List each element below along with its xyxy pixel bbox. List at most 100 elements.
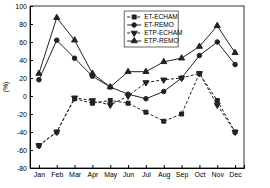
x-tick-label: Jul — [142, 171, 151, 178]
data-point — [72, 56, 77, 61]
data-point — [54, 14, 60, 19]
y-tick: -60 — [17, 147, 33, 154]
y-tick-label: 80 — [19, 21, 27, 28]
data-point — [89, 99, 95, 104]
legend-label: ETP-ECHAM — [144, 29, 182, 36]
legend-label: ETP-REMO — [144, 37, 178, 44]
y-tick-mark — [30, 6, 33, 7]
y-axis-title: (%) — [2, 82, 10, 93]
x-tick: Feb — [51, 165, 63, 178]
data-point — [215, 40, 220, 45]
x-tick-mark — [146, 165, 147, 168]
y-tick-mark — [30, 24, 33, 25]
x-tick: Jul — [142, 165, 151, 178]
legend-marker — [131, 37, 137, 42]
x-tick: Jun — [123, 165, 134, 178]
y-tick: -20 — [17, 111, 33, 118]
x-tick-label: Apr — [87, 171, 99, 179]
data-point — [179, 55, 185, 60]
data-point — [161, 78, 167, 83]
y-tick-mark — [30, 114, 33, 115]
data-point — [161, 58, 167, 63]
legend-label: ET-ECHAM — [144, 13, 178, 20]
y-tick-label: -20 — [17, 111, 27, 118]
x-tick: Jan — [34, 165, 45, 178]
data-point — [197, 53, 202, 58]
data-point — [196, 72, 202, 77]
data-point — [232, 49, 238, 54]
data-point — [36, 144, 42, 149]
y-tick-label: 40 — [19, 57, 27, 64]
data-point — [180, 112, 184, 116]
x-tick-label: Jan — [34, 171, 45, 178]
data-point — [144, 96, 149, 101]
data-point — [108, 99, 112, 103]
y-tick-mark — [30, 150, 33, 151]
plot-frame — [30, 6, 244, 168]
x-tick-label: Aug — [158, 171, 171, 179]
y-tick-label: 60 — [19, 39, 27, 46]
data-point — [232, 130, 238, 135]
x-tick-mark — [128, 165, 129, 168]
x-tick-mark — [39, 165, 40, 168]
y-tick: 60 — [19, 39, 33, 46]
x-tick: Apr — [87, 165, 99, 179]
y-tick: -40 — [17, 129, 33, 136]
x-tick-mark — [217, 165, 218, 168]
x-tick-label: Mar — [69, 171, 82, 178]
y-tick-label: -60 — [17, 147, 27, 154]
y-tick-label: -40 — [17, 129, 27, 136]
data-point — [54, 130, 60, 135]
data-point — [125, 94, 131, 99]
data-point — [143, 68, 149, 73]
legend-marker — [132, 23, 137, 28]
series-line — [39, 40, 235, 98]
data-point — [89, 70, 95, 75]
y-axis-line — [31, 7, 34, 169]
x-tick: Sep — [176, 165, 189, 179]
data-point — [144, 110, 148, 114]
y-tick: 0 — [23, 93, 33, 100]
x-tick: Aug — [158, 165, 171, 179]
legend-label: ET-REMO — [144, 21, 174, 28]
data-point — [233, 62, 238, 67]
x-tick-mark — [164, 165, 165, 168]
x-axis-line — [31, 165, 245, 169]
chart: -80-60-40-20020406080100JanFebMarAprMayJ… — [0, 0, 270, 188]
data-point — [126, 101, 130, 105]
data-point — [214, 103, 220, 108]
x-tick: Oct — [194, 165, 205, 178]
data-point — [143, 81, 149, 86]
x-tick-mark — [92, 165, 93, 168]
data-point — [125, 68, 131, 73]
x-tick-label: May — [104, 171, 118, 179]
y-tick: 20 — [19, 75, 33, 82]
x-tick: Dec — [229, 165, 242, 178]
data-point — [196, 43, 202, 48]
y-tick: 80 — [19, 21, 33, 28]
y-tick: 40 — [19, 57, 33, 64]
x-tick: May — [104, 165, 118, 179]
data-point — [107, 103, 113, 108]
x-tick-label: Oct — [194, 171, 205, 178]
y-tick-mark — [30, 42, 33, 43]
y-tick-label: 100 — [15, 3, 27, 10]
x-tick-label: Sep — [176, 171, 189, 179]
series-line — [39, 74, 235, 146]
x-axis: Jan Feb Mar Apr May Jun Jul Aug Sep Oct Nov Dec — [31, 165, 245, 179]
x-tick-label: Dec — [229, 171, 242, 178]
y-axis: -80 -60 -40 -20 0 20 40 60 80 100 — [15, 3, 33, 172]
x-tick-mark — [199, 165, 200, 168]
data-point — [214, 22, 220, 27]
x-tick: Nov — [212, 165, 225, 178]
x-tick-mark — [110, 165, 111, 168]
x-tick-mark — [75, 165, 76, 168]
data-point — [161, 89, 166, 94]
y-tick-label: -80 — [17, 165, 27, 172]
data-point — [72, 96, 78, 101]
legend-marker — [131, 31, 137, 36]
series-line — [39, 74, 235, 146]
data-point — [54, 38, 59, 43]
data-point — [107, 83, 113, 88]
data-point — [162, 119, 166, 123]
